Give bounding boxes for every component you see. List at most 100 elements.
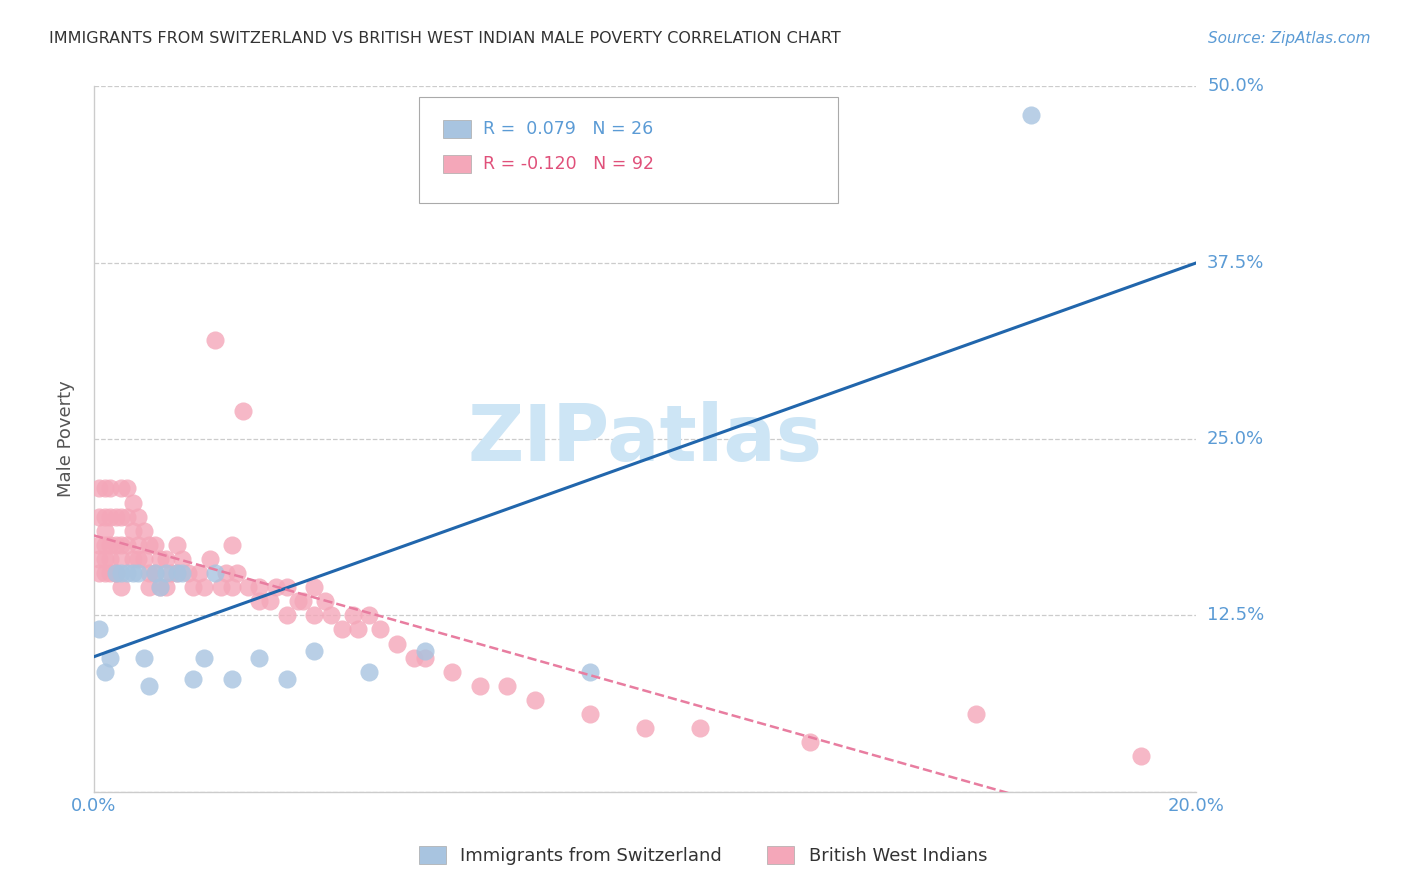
Point bbox=[304, 608, 326, 623]
Point bbox=[110, 566, 132, 580]
Point bbox=[115, 509, 138, 524]
Point bbox=[138, 679, 160, 693]
Point bbox=[193, 650, 215, 665]
Point bbox=[172, 566, 194, 580]
Point bbox=[247, 580, 270, 594]
Point bbox=[104, 566, 127, 580]
Point bbox=[89, 566, 111, 580]
Point bbox=[1019, 108, 1042, 122]
Point bbox=[187, 566, 209, 580]
Point bbox=[181, 672, 204, 686]
Point bbox=[121, 495, 143, 509]
Text: 50.0%: 50.0% bbox=[1208, 78, 1264, 95]
Point bbox=[94, 509, 117, 524]
Point bbox=[110, 538, 132, 552]
Text: 25.0%: 25.0% bbox=[1208, 430, 1264, 448]
Point bbox=[121, 566, 143, 580]
Point bbox=[496, 679, 519, 693]
Point bbox=[166, 538, 188, 552]
Point bbox=[100, 482, 122, 496]
Point bbox=[104, 538, 127, 552]
Point bbox=[155, 580, 177, 594]
Point bbox=[115, 566, 138, 580]
Point bbox=[104, 566, 127, 580]
Point bbox=[181, 580, 204, 594]
FancyBboxPatch shape bbox=[443, 155, 471, 173]
Point bbox=[172, 552, 194, 566]
Point bbox=[149, 580, 172, 594]
Point bbox=[276, 672, 298, 686]
Point bbox=[579, 665, 602, 679]
Point bbox=[132, 650, 155, 665]
Point bbox=[468, 679, 491, 693]
Text: Source: ZipAtlas.com: Source: ZipAtlas.com bbox=[1208, 31, 1371, 46]
Point bbox=[160, 566, 183, 580]
Point bbox=[215, 566, 238, 580]
Point bbox=[247, 650, 270, 665]
Point bbox=[121, 552, 143, 566]
Point bbox=[94, 538, 117, 552]
Point bbox=[232, 404, 254, 418]
Point bbox=[965, 707, 987, 722]
Point bbox=[104, 566, 127, 580]
Point bbox=[264, 580, 287, 594]
Point bbox=[94, 552, 117, 566]
Point bbox=[100, 650, 122, 665]
Point bbox=[193, 580, 215, 594]
Point bbox=[238, 580, 260, 594]
Point bbox=[143, 538, 166, 552]
Point bbox=[226, 566, 249, 580]
Point bbox=[176, 566, 198, 580]
Point bbox=[89, 509, 111, 524]
Point bbox=[89, 538, 111, 552]
Point bbox=[127, 566, 149, 580]
Point bbox=[259, 594, 281, 608]
Point bbox=[115, 482, 138, 496]
Point bbox=[402, 650, 425, 665]
Point bbox=[523, 693, 546, 707]
Point bbox=[143, 566, 166, 580]
Point bbox=[221, 580, 243, 594]
Point bbox=[579, 707, 602, 722]
Point bbox=[413, 643, 436, 657]
Point bbox=[132, 524, 155, 538]
Text: 12.5%: 12.5% bbox=[1208, 607, 1264, 624]
Point bbox=[100, 552, 122, 566]
Point bbox=[89, 623, 111, 637]
Point bbox=[166, 566, 188, 580]
Text: R = -0.120   N = 92: R = -0.120 N = 92 bbox=[482, 155, 654, 173]
FancyBboxPatch shape bbox=[443, 120, 471, 137]
Point bbox=[314, 594, 336, 608]
Point bbox=[110, 580, 132, 594]
Y-axis label: Male Poverty: Male Poverty bbox=[58, 381, 75, 498]
Point bbox=[359, 608, 381, 623]
Point bbox=[221, 672, 243, 686]
Point bbox=[104, 509, 127, 524]
Point bbox=[115, 538, 138, 552]
Point bbox=[110, 509, 132, 524]
Point bbox=[166, 566, 188, 580]
Point bbox=[127, 509, 149, 524]
Point bbox=[1129, 749, 1152, 764]
Point bbox=[94, 524, 117, 538]
Point bbox=[441, 665, 464, 679]
Point bbox=[121, 524, 143, 538]
Point bbox=[204, 566, 226, 580]
Text: 37.5%: 37.5% bbox=[1208, 253, 1264, 272]
FancyBboxPatch shape bbox=[419, 97, 838, 202]
Point bbox=[413, 650, 436, 665]
Point bbox=[149, 580, 172, 594]
Point bbox=[689, 721, 711, 735]
Point bbox=[221, 538, 243, 552]
Point bbox=[138, 538, 160, 552]
Point bbox=[347, 623, 370, 637]
Point bbox=[247, 594, 270, 608]
Point bbox=[110, 552, 132, 566]
Point bbox=[110, 482, 132, 496]
Point bbox=[138, 580, 160, 594]
Point bbox=[370, 623, 392, 637]
Point bbox=[89, 552, 111, 566]
Point bbox=[127, 552, 149, 566]
Point bbox=[385, 637, 408, 651]
Point bbox=[276, 608, 298, 623]
